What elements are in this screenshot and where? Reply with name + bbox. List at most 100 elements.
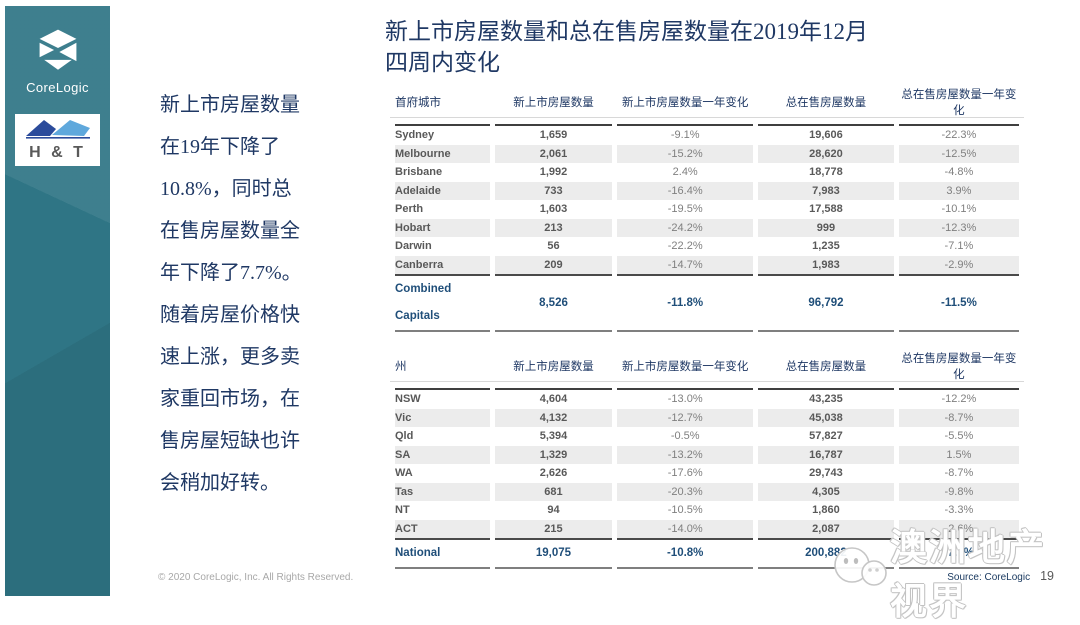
column-header: 州 (395, 361, 407, 373)
cell-new-listings: 681 (494, 482, 613, 501)
cell-region: Sydney (395, 124, 490, 145)
sidebar-facet-pattern (5, 6, 110, 596)
table-row: SA 1,329 -13.2% 16,787 1.5% (395, 445, 1019, 464)
cell-new-listings-change: -9.1% (617, 124, 754, 145)
corelogic-prism-icon (35, 29, 81, 76)
cell-total-listings: 16,787 (758, 445, 894, 464)
cell-new-listings: 2,061 (494, 144, 613, 163)
cell-region: NT (395, 504, 410, 516)
cell-total-listings-change: -12.5% (898, 144, 1019, 163)
cell-total-listings-change: -12.3% (898, 218, 1019, 237)
cell-total-listings: 2,087 (758, 519, 894, 540)
cell-total-listings-change: 3.9% (898, 181, 1019, 200)
cell-total-listings: 999 (758, 218, 894, 237)
cell-total-listings-change: -2.9% (898, 255, 1019, 276)
ht-roof-icon (22, 120, 94, 146)
footer-source-block: Source: CoreLogic 19 (947, 569, 1054, 583)
cell-total-listings: 17,588 (809, 203, 843, 215)
cell-total-listings-change: -22.3% (898, 124, 1019, 145)
cell-region: Combined Capitals (395, 276, 490, 332)
cell-new-listings-change: -22.2% (667, 240, 703, 252)
cell-total-listings: 1,235 (812, 240, 840, 252)
cell-region: National (395, 540, 490, 569)
corelogic-wordmark: CoreLogic (26, 80, 89, 95)
cell-new-listings-change: -20.3% (617, 482, 754, 501)
column-header: 总在售房屋数量 (785, 361, 867, 373)
table-row: Adelaide 733 -16.4% 7,983 3.9% (395, 181, 1019, 200)
cell-new-listings-change: 2.4% (672, 166, 698, 178)
table-row: Sydney 1,659 -9.1% 19,606 -22.3% (395, 124, 1019, 145)
watermark-text: 澳洲地产视界 (890, 528, 1046, 623)
header-underline (390, 117, 1024, 118)
total-row: Combined Capitals 8,526 -11.8% 96,792 -1… (395, 276, 1019, 332)
cell-total-listings-change: -12.2% (898, 388, 1019, 409)
column-header: 新上市房屋数量 (513, 97, 594, 109)
cell-new-listings: 56 (547, 240, 560, 252)
cell-new-listings-change: -10.8% (617, 540, 754, 569)
cell-total-listings: 96,792 (758, 276, 894, 332)
cell-total-listings: 28,620 (758, 144, 894, 163)
cell-total-listings: 19,606 (758, 124, 894, 145)
cell-new-listings: 19,075 (494, 540, 613, 569)
table-row: Canberra 209 -14.7% 1,983 -2.9% (395, 255, 1019, 276)
table-row: Hobart 213 -24.2% 999 -12.3% (395, 218, 1019, 237)
cell-new-listings-change: -15.2% (617, 144, 754, 163)
page-title: 新上市房屋数量和总在售房屋数量在2019年12月 四周内变化 (385, 19, 868, 75)
cell-new-listings: 209 (494, 255, 613, 276)
table-row: Vic 4,132 -12.7% 45,038 -8.7% (395, 408, 1019, 427)
table-row: WA 2,626 -17.6% 29,743 -8.7% (395, 464, 1019, 483)
cell-total-listings: 4,305 (758, 482, 894, 501)
cell-total-listings-change: -10.1% (941, 203, 977, 215)
cell-new-listings: 94 (547, 504, 560, 516)
cell-new-listings-change: -24.2% (617, 218, 754, 237)
cell-new-listings: 2,626 (539, 467, 568, 479)
copyright-text: © 2020 CoreLogic, Inc. All Rights Reserv… (158, 572, 354, 583)
table-row: Melbourne 2,061 -15.2% 28,620 -12.5% (395, 144, 1019, 163)
cell-new-listings: 733 (494, 181, 613, 200)
cell-total-listings-change: -5.5% (944, 430, 974, 442)
cell-total-listings-change: -4.8% (944, 166, 974, 178)
cell-region: Brisbane (395, 166, 443, 178)
cell-new-listings-change: -19.5% (667, 203, 703, 215)
cell-new-listings-change: -16.4% (617, 181, 754, 200)
cell-total-listings-change: 1.5% (898, 445, 1019, 464)
cell-region: Melbourne (395, 144, 490, 163)
cell-new-listings: 4,604 (494, 388, 613, 409)
cell-new-listings: 1,659 (494, 124, 613, 145)
table-row: NSW 4,604 -13.0% 43,235 -12.2% (395, 388, 1019, 409)
cell-new-listings: 1,992 (539, 166, 568, 178)
column-header: 新上市房屋数量一年变化 (621, 361, 749, 373)
table-row: ACT 215 -14.0% 2,087 -2.6% (395, 519, 1019, 540)
ht-logo: H & T (15, 114, 100, 166)
capitals-header-row: 首府城市 新上市房屋数量 新上市房屋数量一年变化 总在售房屋数量 总在售房屋数量… (395, 86, 1019, 124)
cell-total-listings-change: -8.7% (944, 467, 974, 479)
cell-region: Hobart (395, 218, 490, 237)
header-underline (390, 381, 1024, 382)
cell-region: Adelaide (395, 181, 490, 200)
table-row: Tas 681 -20.3% 4,305 -9.8% (395, 482, 1019, 501)
cell-total-listings: 57,827 (809, 430, 843, 442)
cell-new-listings: 5,394 (539, 430, 568, 442)
cell-region: Perth (395, 203, 424, 215)
cell-region: NSW (395, 388, 490, 409)
column-header: 新上市房屋数量 (513, 361, 594, 373)
sidebar: CoreLogic H & T (5, 6, 110, 596)
cell-new-listings: 1,329 (494, 445, 613, 464)
cell-new-listings-change: -17.6% (667, 467, 703, 479)
table-row: Perth 1,603 -19.5% 17,588 -10.1% (395, 200, 1019, 219)
cell-region: Canberra (395, 255, 490, 276)
cell-total-listings: 29,743 (809, 467, 843, 479)
cell-region: WA (395, 467, 413, 479)
cell-new-listings-change: -13.0% (617, 388, 754, 409)
total-row: National 19,075 -10.8% 200,882 -7.7% (395, 540, 1019, 569)
column-header: 总在售房屋数量 (785, 97, 867, 109)
cell-total-listings: 18,778 (809, 166, 843, 178)
cell-total-listings-change: -8.7% (898, 408, 1019, 427)
cell-region: Vic (395, 408, 490, 427)
table-row: NT 94 -10.5% 1,860 -3.3% (395, 501, 1019, 520)
source-text: Source: CoreLogic (947, 572, 1031, 583)
cell-total-listings-change: -7.1% (944, 240, 974, 252)
cell-total-listings-change: -2.6% (898, 519, 1019, 540)
table-row: Darwin 56 -22.2% 1,235 -7.1% (395, 237, 1019, 256)
cell-total-listings-change: -9.8% (898, 482, 1019, 501)
